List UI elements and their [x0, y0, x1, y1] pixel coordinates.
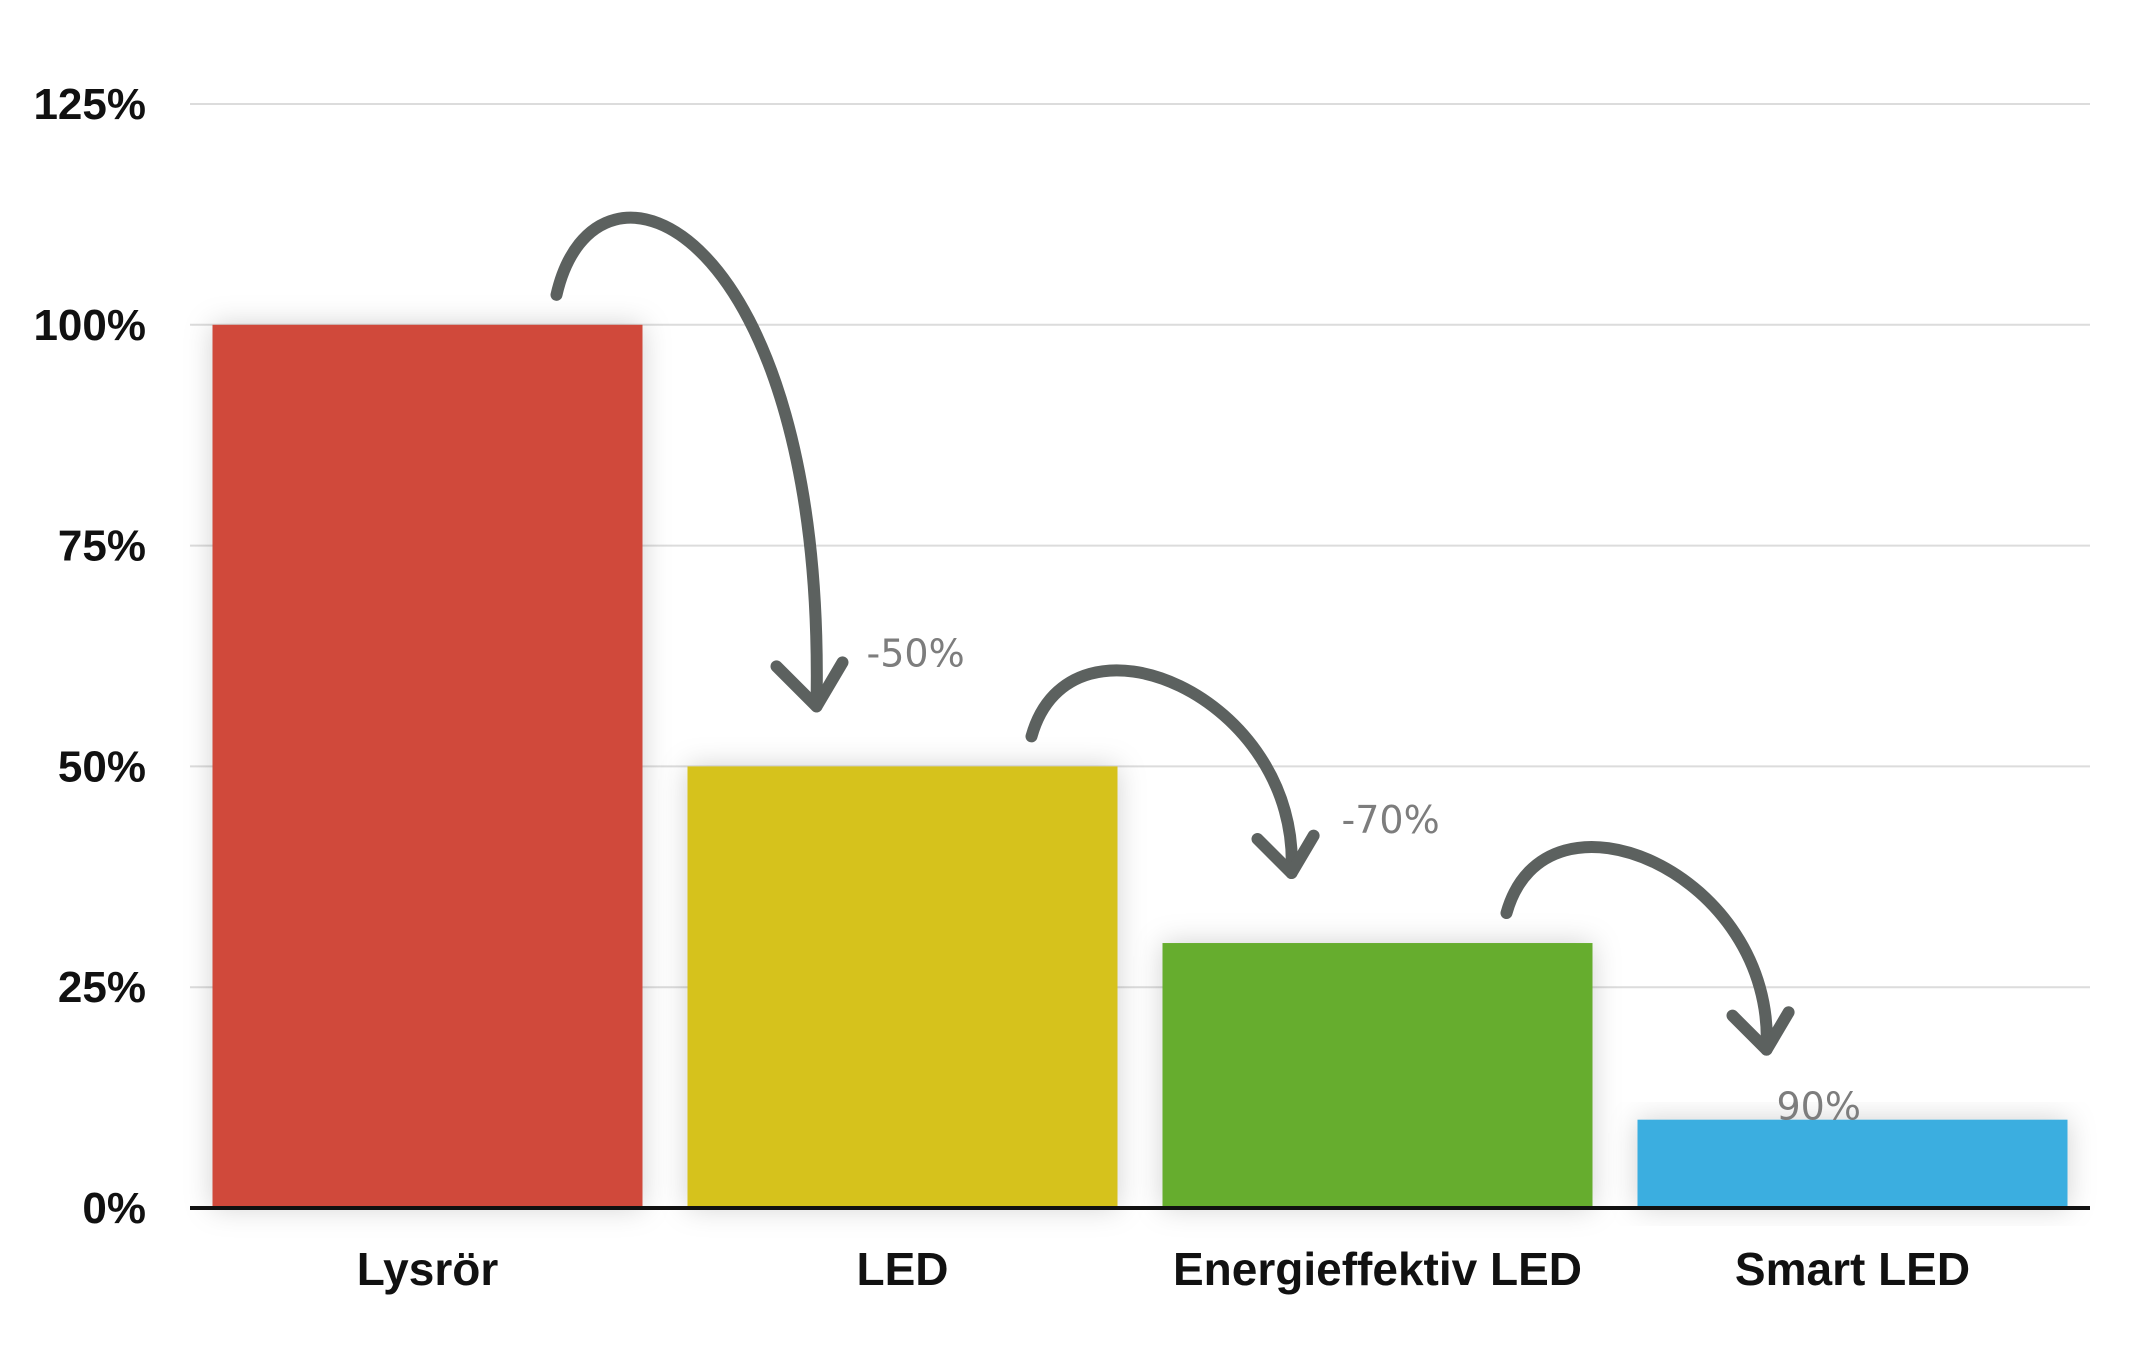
- annotations: -50% -70% 90%: [867, 631, 1861, 1128]
- y-tick-label: 75%: [58, 522, 146, 571]
- x-tick-label: Lysrör: [357, 1243, 499, 1295]
- bar-0: [212, 324, 643, 1208]
- x-tick-label: Energieffektiv LED: [1173, 1243, 1582, 1295]
- x-axis-ticks: Lysrör LED Energieffektiv LED Smart LED: [357, 1243, 1970, 1295]
- y-tick-label: 25%: [58, 963, 146, 1012]
- y-tick-label: 100%: [33, 301, 146, 350]
- arrows: [550, 211, 1795, 1056]
- arrow-head: [1726, 1006, 1795, 1056]
- y-tick-label: 50%: [58, 742, 146, 791]
- bar-3: [1637, 1119, 2068, 1208]
- arrow-curve: [550, 211, 823, 713]
- bar-1: [687, 766, 1118, 1208]
- bars: [212, 324, 2068, 1208]
- change-label: 90%: [1777, 1085, 1861, 1129]
- y-tick-label: 0%: [82, 1184, 146, 1233]
- x-tick-label: LED: [857, 1243, 949, 1295]
- y-tick-label: 125%: [33, 80, 146, 129]
- arrow-curve: [1500, 840, 1773, 1056]
- arrow-curve: [1025, 664, 1298, 880]
- change-label: -50%: [867, 631, 965, 675]
- bar-2: [1162, 943, 1593, 1208]
- arrow-head: [770, 656, 849, 713]
- arrow-head: [1251, 829, 1320, 880]
- change-label: -70%: [1342, 798, 1440, 842]
- y-axis-ticks: 0% 25% 50% 75% 100% 125%: [33, 80, 146, 1233]
- x-tick-label: Smart LED: [1735, 1243, 1970, 1295]
